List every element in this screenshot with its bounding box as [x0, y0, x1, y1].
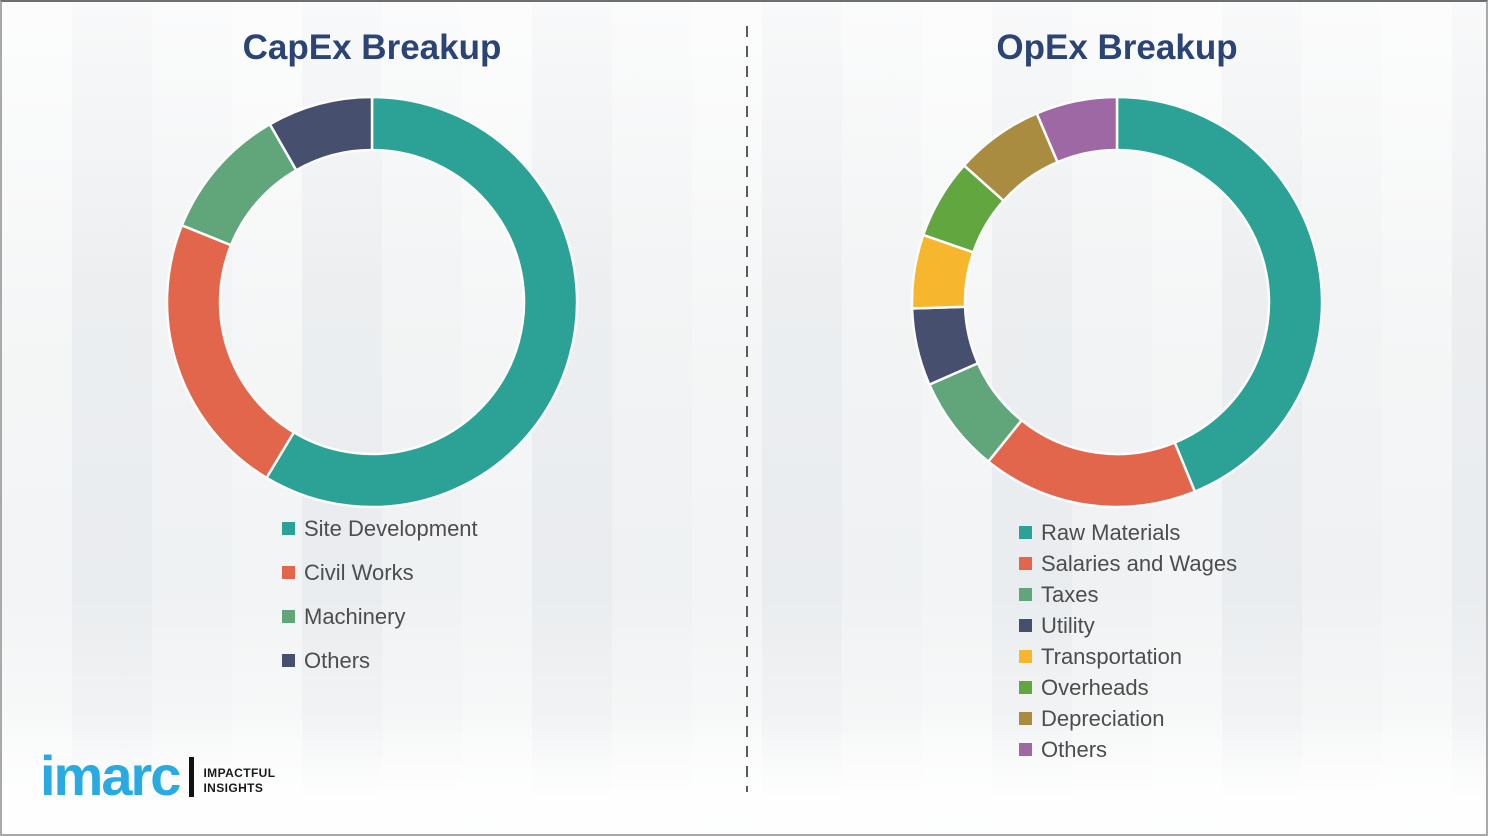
legend-swatch — [282, 610, 295, 623]
legend-label: Civil Works — [304, 559, 414, 585]
divider-dashed-line — [746, 26, 748, 792]
capex-legend: Site Development Civil Works Machinery Othe… — [282, 515, 478, 691]
legend-swatch — [1019, 588, 1032, 601]
legend-item: Overheads — [1019, 674, 1237, 701]
legend-label: Others — [1041, 736, 1108, 762]
donut-segment — [264, 95, 579, 509]
donut-segment — [1035, 95, 1119, 164]
donut-segment — [986, 418, 1197, 509]
imarc-logo: imarc IMPACTFUL INSIGHTS — [40, 744, 275, 808]
legend-label: Taxes — [1041, 581, 1099, 607]
opex-title: OpEx Breakup — [996, 28, 1238, 67]
legend-item: Site Development — [282, 515, 478, 542]
capex-title: CapEx Breakup — [242, 28, 502, 67]
legend-swatch — [1019, 743, 1032, 756]
legend-swatch — [1019, 650, 1032, 663]
legend-label: Transportation — [1041, 643, 1183, 669]
imarc-logo-wordmark: imarc — [40, 744, 181, 808]
legend-label: Utility — [1041, 612, 1095, 638]
legend-label: Overheads — [1041, 674, 1149, 700]
legend-swatch — [1019, 619, 1032, 632]
donut-segment — [268, 95, 374, 172]
legend-label: Salaries and Wages — [1041, 550, 1238, 576]
legend-item: Utility — [1019, 612, 1237, 639]
capex-donut-chart — [165, 95, 579, 509]
legend-label: Site Development — [304, 515, 478, 541]
legend-swatch — [1019, 681, 1032, 694]
legend-item: Transportation — [1019, 643, 1237, 670]
legend-swatch — [282, 566, 295, 579]
legend-item: Civil Works — [282, 559, 478, 586]
legend-item: Others — [1019, 736, 1237, 763]
opex-legend: Raw Materials Salaries and Wages Taxes Util… — [1019, 519, 1237, 767]
legend-label: Others — [304, 647, 371, 673]
donut-segment — [165, 223, 296, 480]
imarc-logo-tagline: IMPACTFUL INSIGHTS — [203, 766, 275, 798]
legend-item: Others — [282, 647, 478, 674]
opex-donut-chart — [910, 95, 1324, 509]
imarc-logo-divider-bar — [189, 757, 195, 797]
legend-item: Machinery — [282, 603, 478, 630]
legend-swatch — [282, 654, 295, 667]
legend-swatch — [282, 522, 295, 535]
legend-label: Raw Materials — [1041, 519, 1181, 545]
legend-swatch — [1019, 526, 1032, 539]
legend-item: Salaries and Wages — [1019, 550, 1237, 577]
legend-item: Taxes — [1019, 581, 1237, 608]
imarc-tagline-line2: INSIGHTS — [203, 781, 264, 795]
legend-label: Depreciation — [1041, 705, 1165, 731]
donut-segment — [1115, 95, 1324, 494]
legend-label: Machinery — [304, 603, 406, 629]
legend-swatch — [1019, 712, 1032, 725]
imarc-tagline-line1: IMPACTFUL — [203, 766, 276, 780]
legend-swatch — [1019, 557, 1032, 570]
legend-item: Raw Materials — [1019, 519, 1237, 546]
legend-item: Depreciation — [1019, 705, 1237, 732]
